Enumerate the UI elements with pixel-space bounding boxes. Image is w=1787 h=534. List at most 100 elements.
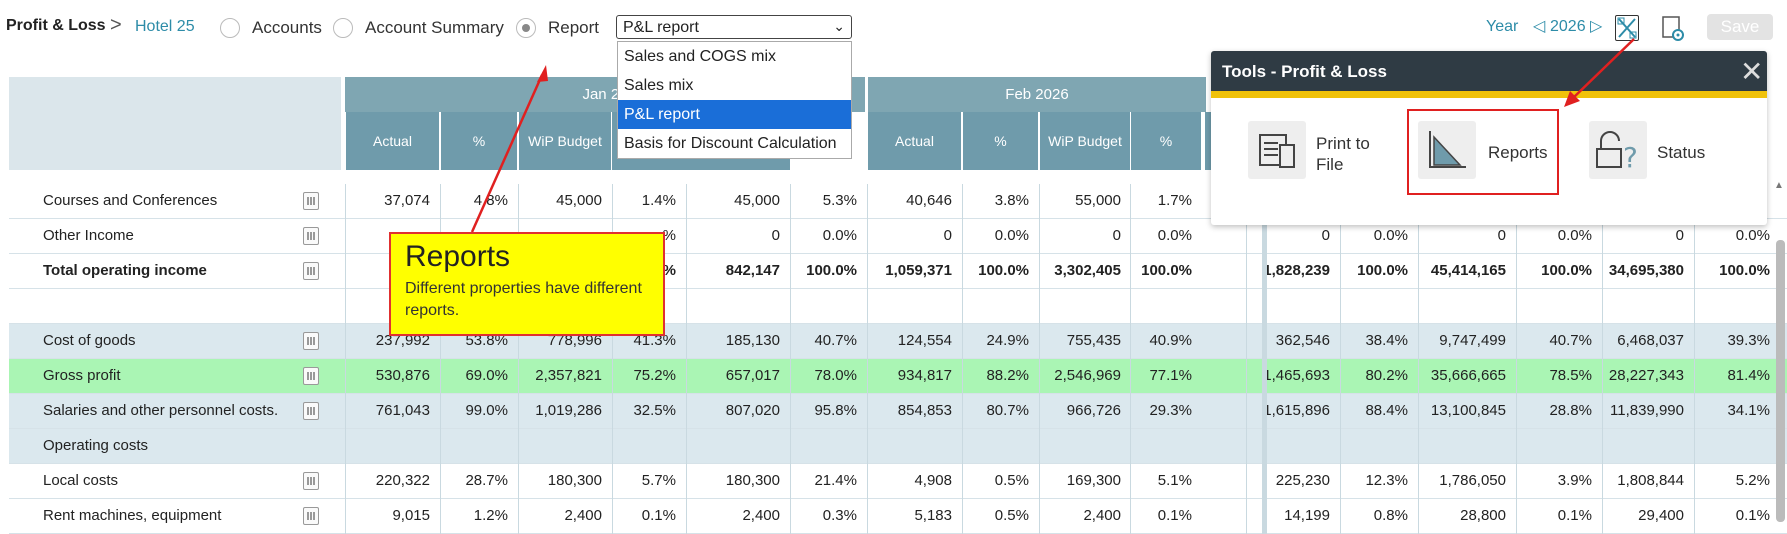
table-cell: 88.4% <box>1365 402 1408 419</box>
calculator-icon[interactable] <box>303 402 319 420</box>
status-lock-icon[interactable]: ? <box>1589 121 1647 179</box>
column-divider <box>1039 219 1040 254</box>
table-row: Gross profit 530,876 69.0% 2,357,821 75.2% 65… <box>9 359 1787 394</box>
calculator-icon[interactable] <box>303 262 319 280</box>
breadcrumb-property-link[interactable]: Hotel 25 <box>135 18 195 35</box>
column-divider <box>1039 499 1040 534</box>
table-cell: % <box>662 262 676 279</box>
table-cell: 934,817 <box>897 367 952 384</box>
tool-reports-label[interactable]: Reports <box>1488 143 1548 162</box>
column-divider <box>962 184 963 219</box>
column-divider <box>612 184 613 219</box>
report-select-value: P&L report <box>623 19 699 36</box>
calculator-icon[interactable] <box>303 192 319 210</box>
column-divider <box>1516 289 1517 324</box>
column-divider <box>790 464 791 499</box>
scrollbar-thumb[interactable] <box>1776 240 1785 522</box>
panel-gap <box>1262 359 1267 394</box>
row-label: Salaries and other personnel costs. <box>43 402 279 419</box>
calculator-icon[interactable] <box>303 472 319 490</box>
column-divider <box>1130 359 1131 394</box>
column-divider <box>867 394 868 429</box>
month-header-feb: Feb 2026 <box>867 77 1206 112</box>
column-divider <box>867 289 868 324</box>
radio-accounts-label[interactable]: Accounts <box>252 18 322 37</box>
calculator-icon[interactable] <box>303 227 319 245</box>
calculator-icon[interactable] <box>303 507 319 525</box>
report-select[interactable]: P&L report ⌄ <box>616 15 852 39</box>
table-cell: 0 <box>771 227 780 244</box>
table-cell: 29.3% <box>1149 402 1192 419</box>
column-divider <box>962 464 963 499</box>
column-divider <box>1246 254 1247 289</box>
year-next-icon[interactable]: ▷ <box>1590 18 1603 35</box>
year-prev-icon[interactable]: ◁ <box>1533 18 1546 35</box>
column-divider <box>1130 429 1131 464</box>
column-divider <box>1130 394 1131 429</box>
save-button[interactable]: Save <box>1707 14 1773 40</box>
dropdown-option[interactable]: Basis for Discount Calculation <box>624 135 837 152</box>
table-cell: 100.0% <box>1141 262 1192 279</box>
table-cell: 38.4% <box>1365 332 1408 349</box>
table-cell: 124,554 <box>897 332 952 349</box>
table-cell: 362,546 <box>1275 332 1330 349</box>
table-cell: 13,100,845 <box>1430 402 1506 419</box>
column-divider <box>1246 359 1247 394</box>
radio-accounts[interactable] <box>220 18 240 38</box>
column-divider <box>1340 429 1341 464</box>
callout-title: Reports <box>405 240 511 273</box>
column-divider <box>867 219 868 254</box>
table-cell: 0.1% <box>1735 507 1770 524</box>
radio-report-label[interactable]: Report <box>548 18 600 37</box>
table-cell: 9,015 <box>392 507 430 524</box>
column-divider <box>686 464 687 499</box>
dropdown-option[interactable]: Sales mix <box>624 77 694 94</box>
table-cell: 78.0% <box>814 367 857 384</box>
table-cell: 1,615,896 <box>1263 402 1330 419</box>
table-cell: 0.0% <box>1373 227 1408 244</box>
table-cell: 237,992 <box>375 332 430 349</box>
print-to-file-icon[interactable] <box>1248 121 1306 179</box>
table-cell: 778,996 <box>547 332 602 349</box>
table-cell: 1,019,286 <box>535 402 602 419</box>
column-header: % <box>962 112 1038 170</box>
column-divider <box>518 499 519 534</box>
calculator-icon[interactable] <box>303 332 319 350</box>
column-divider <box>345 359 346 394</box>
table-cell: 100.0% <box>1541 262 1592 279</box>
panel-gap <box>1262 394 1267 429</box>
table-cell: 55,000 <box>1075 192 1121 209</box>
column-divider <box>612 429 613 464</box>
table-cell: 1.4% <box>641 192 676 209</box>
calculator-icon[interactable] <box>303 367 319 385</box>
column-divider <box>1340 289 1341 324</box>
dropdown-option[interactable]: Sales and COGS mix <box>624 48 777 65</box>
scroll-up-icon[interactable]: ▲ <box>1774 180 1784 191</box>
tool-print-to-file-label[interactable]: Print to File <box>1316 134 1370 174</box>
column-divider <box>1039 429 1040 464</box>
table-row: Local costs 220,322 28.7% 180,300 5.7% 180,30… <box>9 464 1787 499</box>
tool-status-label[interactable]: Status <box>1657 143 1706 162</box>
dropdown-option-selected[interactable]: P&L report <box>618 100 851 129</box>
table-cell: 0.8% <box>1373 507 1408 524</box>
close-icon[interactable]: ✕ <box>1740 56 1764 87</box>
page-settings-icon[interactable] <box>1661 15 1685 43</box>
column-divider <box>686 219 687 254</box>
column-divider <box>1039 394 1040 429</box>
table-cell: 180,300 <box>725 472 780 489</box>
reports-chart-icon[interactable] <box>1418 121 1476 179</box>
tools-icon[interactable] <box>1615 15 1639 41</box>
table-cell: 40.7% <box>1549 332 1592 349</box>
radio-account-summary-label[interactable]: Account Summary <box>365 18 504 37</box>
radio-report[interactable] <box>516 18 536 38</box>
table-cell: 0.1% <box>1157 507 1192 524</box>
column-divider <box>1246 219 1247 254</box>
panel-gap <box>1262 289 1267 324</box>
scrollbar-track[interactable]: ▲ <box>1774 180 1786 522</box>
table-cell: 530,876 <box>375 367 430 384</box>
column-divider <box>1130 289 1131 324</box>
column-divider <box>1418 324 1419 359</box>
column-divider <box>612 499 613 534</box>
radio-account-summary[interactable] <box>333 18 353 38</box>
tools-panel: Tools - Profit & Loss ✕ Print to File Re… <box>1211 51 1767 225</box>
